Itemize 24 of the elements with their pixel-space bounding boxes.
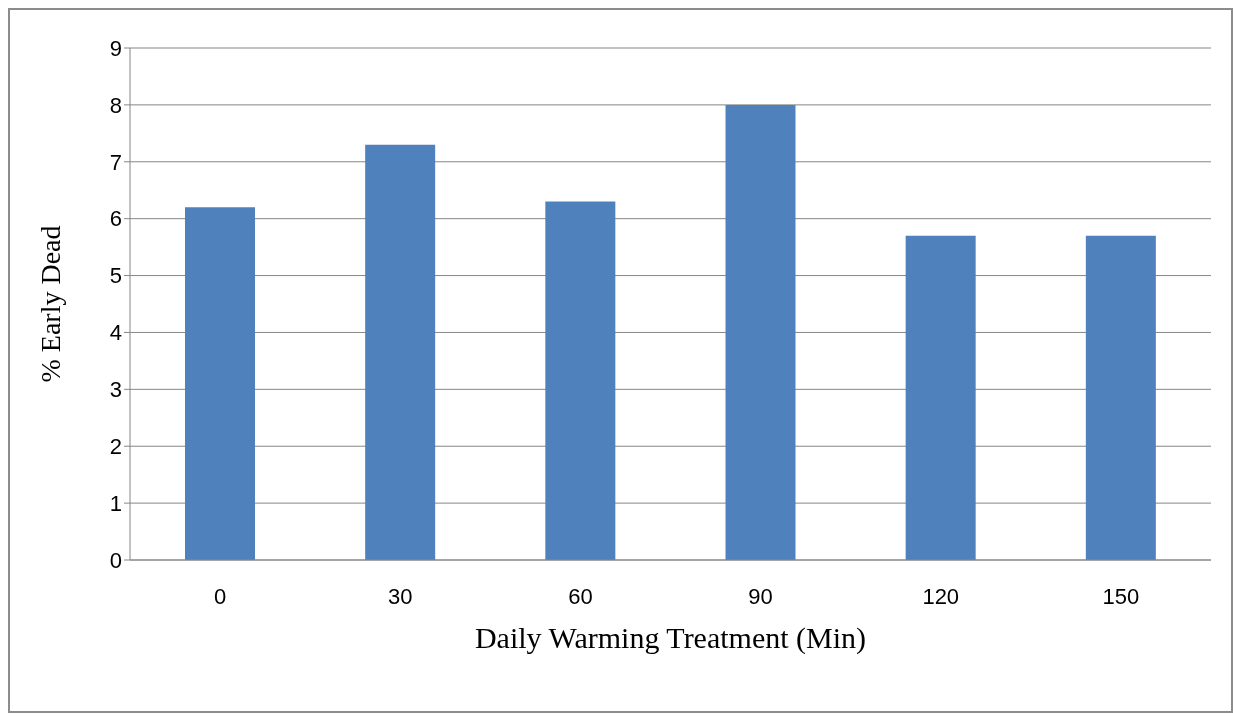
bar xyxy=(725,104,796,560)
y-tick-label: 8 xyxy=(109,92,122,118)
y-tick-label: 5 xyxy=(109,263,122,289)
bar xyxy=(365,144,436,560)
y-tick-label: 2 xyxy=(109,434,122,460)
y-tick-label: 1 xyxy=(109,490,122,516)
bar xyxy=(905,235,976,560)
y-tick-label: 7 xyxy=(109,149,122,175)
y-tick-label: 6 xyxy=(109,206,122,232)
x-axis-title: Daily Warming Treatment (Min) xyxy=(474,621,867,655)
x-tick-label: 90 xyxy=(748,583,773,609)
y-tick-label: 0 xyxy=(109,547,122,573)
y-tick-label: 9 xyxy=(109,35,122,61)
x-tick-label: 150 xyxy=(1102,583,1140,609)
y-tick-label: 3 xyxy=(109,377,122,403)
y-tick-label: 4 xyxy=(109,320,122,346)
bar xyxy=(545,201,616,560)
x-tick-label: 30 xyxy=(388,583,413,609)
x-tick-label: 0 xyxy=(213,583,227,609)
x-tick-label: 60 xyxy=(568,583,593,609)
bar xyxy=(185,207,255,560)
y-axis-title: % Early Dead xyxy=(34,225,66,383)
bar xyxy=(1085,235,1156,560)
x-tick-label: 120 xyxy=(922,583,960,609)
